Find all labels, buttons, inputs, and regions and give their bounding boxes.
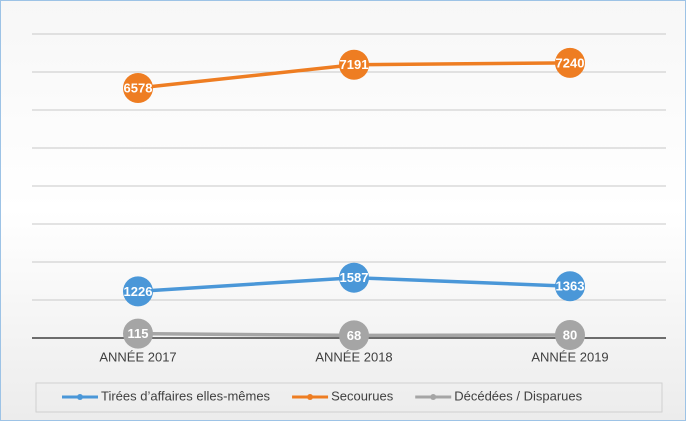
data-point <box>123 73 153 104</box>
data-point <box>123 318 153 349</box>
x-tick-label: ANNÉE 2018 <box>315 349 392 364</box>
data-label: 7191 <box>340 57 369 72</box>
data-label: 1587 <box>340 270 369 285</box>
legend-marker <box>430 394 437 400</box>
data-point <box>555 271 585 302</box>
data-label: 1226 <box>124 284 153 299</box>
x-tick-label: ANNÉE 2017 <box>99 349 176 364</box>
x-tick-label: ANNÉE 2019 <box>531 349 608 364</box>
data-label: 6578 <box>124 80 153 95</box>
legend-marker <box>77 394 83 400</box>
data-label: 68 <box>347 328 361 343</box>
data-point <box>555 319 585 350</box>
data-label: 115 <box>128 326 149 341</box>
data-point <box>123 276 153 307</box>
data-label: 1363 <box>556 279 585 294</box>
data-label: 7240 <box>556 55 585 70</box>
legend-label: Décédées / Disparues <box>454 388 582 403</box>
data-label: 80 <box>563 327 577 342</box>
data-point <box>555 47 585 78</box>
data-point <box>339 49 369 80</box>
legend-marker <box>307 394 314 400</box>
legend-box <box>35 382 663 413</box>
legend-label: Tirées d’affaires elles-mêmes <box>101 388 271 403</box>
legend-label: Secourues <box>331 388 394 403</box>
data-point <box>339 262 369 293</box>
data-point <box>339 320 369 351</box>
